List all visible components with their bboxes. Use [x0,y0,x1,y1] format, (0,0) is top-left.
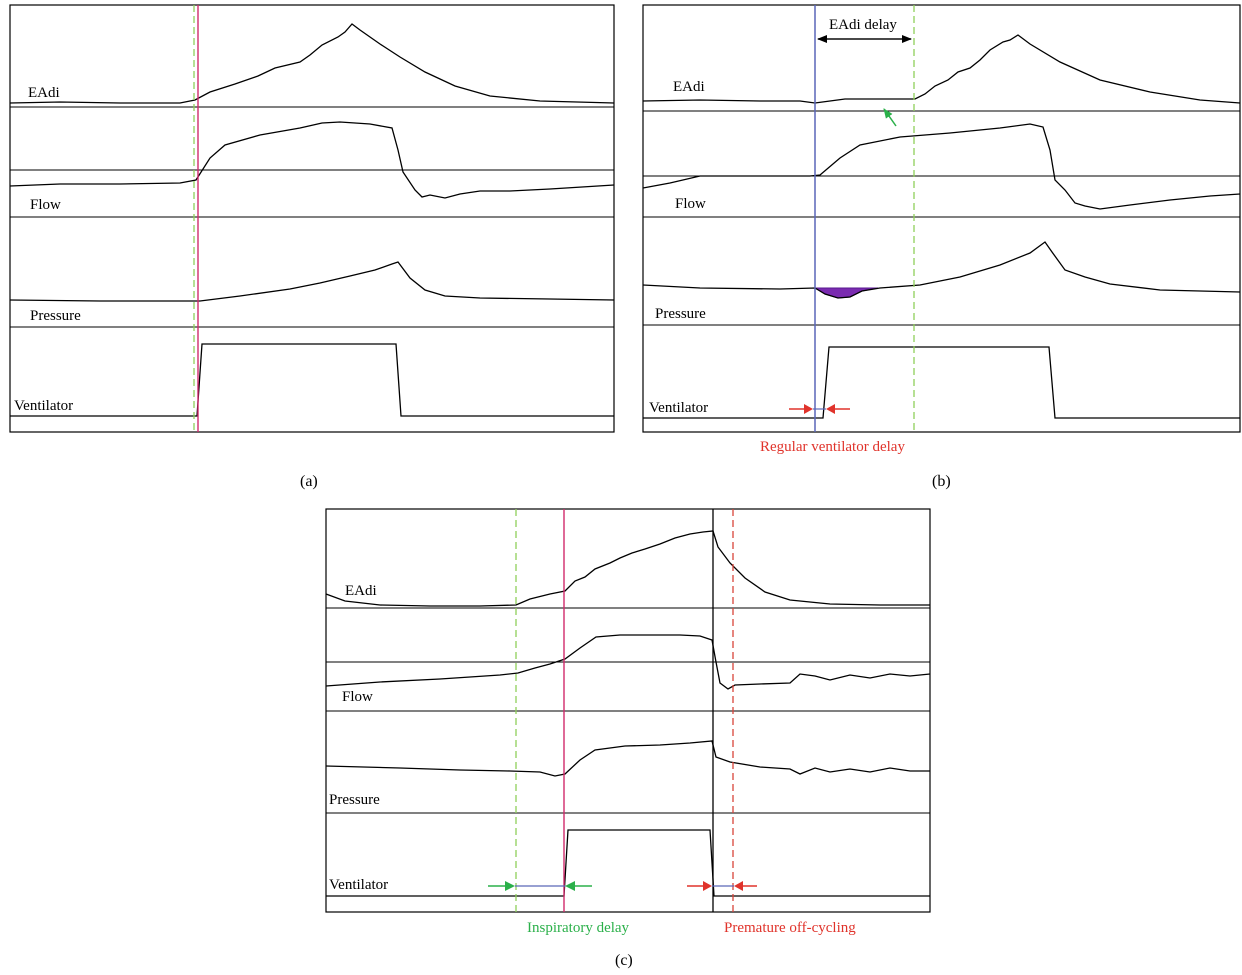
panel-a-frame [9,4,615,433]
panel-a-label-pressure: Pressure [30,308,81,324]
green-arrow-left-head [505,881,515,891]
panel-b-eadi-delay-label: EAdi delay [829,17,897,33]
panel-b-ventilator-trace [643,346,1240,419]
panel-a: EAdi Flow Pressure Ventilator (a) [9,4,615,490]
panel-a-label-eadi: EAdi [28,85,60,101]
panel-b-label-flow: Flow [675,196,706,212]
red-arrow-left-head [703,881,712,891]
panel-c-label-pressure: Pressure [329,792,380,808]
red-arrow-left-head [804,404,813,414]
panel-c-flow-trace [325,634,931,690]
panel-c-label-ventilator: Ventilator [329,877,388,893]
panel-a-eadi-trace [9,23,615,104]
panel-c: EAdi Flow Pressure Ventilator Inspirator… [325,508,931,969]
panel-b-frame [642,4,1241,433]
panel-b-eadi-trace [642,34,1241,104]
red-arrow-right-head [826,404,835,414]
panel-c-pressure-trace [325,740,930,777]
panel-c-eadi-trace [325,530,930,607]
panel-c-label-eadi: EAdi [345,583,377,599]
panel-b-label-ventilator: Ventilator [649,400,708,416]
red-arrow-right-head [734,881,743,891]
panel-c-premature-off-cycling-label: Premature off-cycling [724,920,856,936]
green-arrow-right-head [565,881,575,891]
panel-c-caption: (c) [615,952,633,969]
panel-b-ventilator-delay-label: Regular ventilator delay [760,439,905,455]
panel-c-off-cycling-arrows [687,881,757,891]
panel-a-ventilator-trace [10,343,614,417]
panel-b-ventilator-delay-arrows [789,404,850,414]
panel-b-label-pressure: Pressure [655,306,706,322]
panel-c-inspiratory-delay-arrows [488,881,592,891]
panel-b-label-eadi: EAdi [673,79,705,95]
panel-a-caption: (a) [300,473,318,490]
panel-b-pressure-trace [642,241,1241,299]
panel-c-label-flow: Flow [342,689,373,705]
panel-c-inspiratory-delay-label: Inspiratory delay [527,920,630,936]
panel-a-flow-trace [9,121,615,199]
panel-a-label-ventilator: Ventilator [14,398,73,414]
panel-b-green-pointer-arrow [883,108,897,127]
panel-b: EAdi delay EAdi Flow Pressure Ventilator… [642,4,1241,490]
panel-a-pressure-trace [9,261,615,302]
panel-a-label-flow: Flow [30,197,61,213]
panel-b-caption: (b) [932,473,951,490]
panel-b-flow-trace [642,123,1241,210]
panel-c-ventilator-trace [326,829,930,897]
